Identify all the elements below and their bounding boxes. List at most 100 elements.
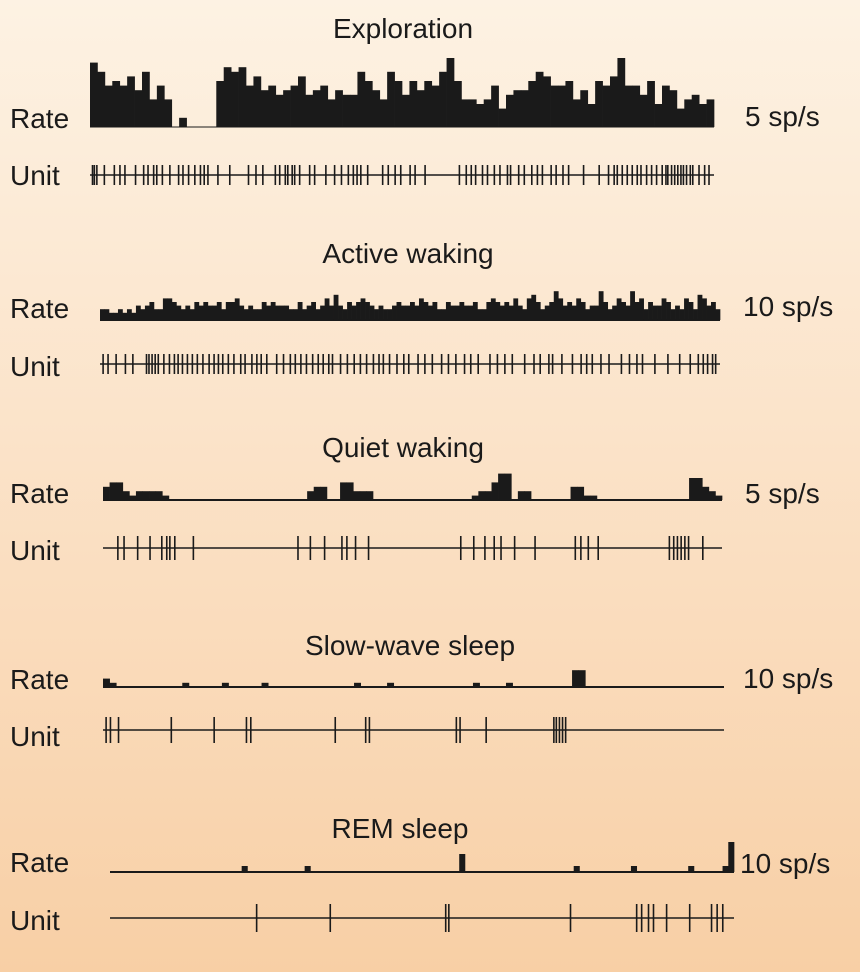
rate-bin <box>260 90 269 127</box>
rate-bin <box>134 90 143 127</box>
rate-bin <box>643 309 649 320</box>
rate-bin <box>103 678 110 687</box>
rate-bin <box>679 309 685 320</box>
rate-bin <box>590 495 598 500</box>
rate-bin <box>572 99 581 127</box>
rate-bin <box>179 117 187 127</box>
rate-bin <box>340 482 347 500</box>
rate-bin <box>409 81 418 127</box>
rate-bin <box>342 94 351 127</box>
rate-bin <box>394 81 403 127</box>
rate-bin <box>499 305 505 320</box>
rate-bin <box>261 682 269 687</box>
rate-bin <box>135 491 143 500</box>
rate-scale-label: 10 sp/s <box>743 291 833 322</box>
rate-bin <box>312 90 321 127</box>
rate-bin <box>688 302 694 320</box>
rate-bin <box>140 309 146 320</box>
rate-bin <box>693 309 698 320</box>
rate-bin <box>558 298 564 320</box>
rate-bin <box>243 309 249 320</box>
rate-bin <box>506 94 514 127</box>
panel-title: REM sleep <box>332 813 469 844</box>
rate-bin <box>688 866 695 872</box>
rate-bin <box>257 309 263 320</box>
spike-train <box>100 354 720 374</box>
rate-bin <box>387 309 393 320</box>
spike-train <box>110 904 734 932</box>
rate-bin <box>357 71 366 127</box>
rate-bin <box>378 305 384 320</box>
rate-bin <box>396 302 402 320</box>
rate-bin <box>431 85 440 127</box>
rate-histogram <box>100 291 721 321</box>
rate-bin <box>441 309 447 320</box>
rate-bin <box>297 302 303 320</box>
rate-bin <box>625 305 631 320</box>
rate-bin <box>288 309 294 320</box>
panel-slow-wave-sleep: Slow-wave sleep Rate 10 sp/s Unit <box>10 630 833 752</box>
rate-bin <box>402 94 410 127</box>
rate-bin <box>472 302 478 320</box>
rate-bin <box>505 682 513 687</box>
rate-bin <box>463 305 469 320</box>
rate-bin <box>491 85 499 127</box>
rate-bin <box>522 309 528 320</box>
rate-bin <box>418 298 424 320</box>
rate-bin <box>715 309 721 320</box>
rate-bin <box>162 495 170 500</box>
rate-bin <box>491 482 499 500</box>
rate-row-label: Rate <box>10 478 69 509</box>
rate-bin <box>504 473 512 500</box>
rate-bin <box>580 90 589 127</box>
rate-bin <box>450 305 456 320</box>
rate-bin <box>468 305 474 320</box>
rate-bin <box>524 491 532 500</box>
rate-bin <box>261 302 267 320</box>
rate-bin <box>225 302 231 320</box>
rate-bin <box>432 302 438 320</box>
rate-bin <box>513 90 522 127</box>
rate-bin <box>652 305 658 320</box>
rate-bin <box>472 682 480 687</box>
rate-bin <box>634 302 640 320</box>
rate-bin <box>119 85 128 127</box>
rate-bin <box>298 76 306 127</box>
rate-bin <box>535 71 544 127</box>
panel-title: Active waking <box>322 238 493 269</box>
unit-row-label: Unit <box>10 905 60 936</box>
rate-bin <box>104 85 113 127</box>
rate-bin <box>483 99 492 127</box>
rate-bin <box>583 495 591 500</box>
rate-scale-label: 10 sp/s <box>740 848 830 879</box>
rate-bin <box>212 305 218 320</box>
rate-bin <box>167 298 173 320</box>
rate-bin <box>156 85 165 127</box>
rate-bin <box>268 85 277 127</box>
rate-bin <box>573 866 580 872</box>
rate-bin <box>108 312 114 320</box>
rate-bin <box>598 291 604 320</box>
rate-bin <box>675 305 680 320</box>
rate-bin <box>90 62 98 127</box>
rate-bin <box>498 108 507 127</box>
rate-bin <box>612 305 618 320</box>
rate-scale-label: 5 sp/s <box>745 478 820 509</box>
rate-bin <box>477 309 483 320</box>
rate-bin <box>603 302 609 320</box>
rate-bin <box>691 94 700 127</box>
rate-bin <box>97 71 106 127</box>
rate-bin <box>333 294 339 320</box>
rate-bin <box>424 81 433 127</box>
spike-train <box>103 717 724 743</box>
rate-bin <box>702 486 710 500</box>
panel-rem-sleep: REM sleep Rate 10 sp/s Unit <box>10 813 830 936</box>
rate-bin <box>587 104 596 127</box>
rate-bin <box>304 866 311 872</box>
rate-bin <box>112 81 121 127</box>
rate-bin <box>436 309 442 320</box>
rate-bin <box>416 90 425 127</box>
rate-row-label: Rate <box>10 293 69 324</box>
rate-bin <box>446 58 455 127</box>
rate-bin <box>662 85 670 127</box>
